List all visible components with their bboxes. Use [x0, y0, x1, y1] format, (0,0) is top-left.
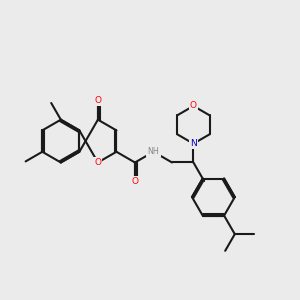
Text: O: O: [94, 158, 101, 167]
Text: N: N: [190, 139, 197, 148]
Text: NH: NH: [148, 147, 159, 156]
Text: O: O: [131, 177, 139, 186]
Text: O: O: [190, 101, 197, 110]
Text: O: O: [94, 96, 101, 105]
